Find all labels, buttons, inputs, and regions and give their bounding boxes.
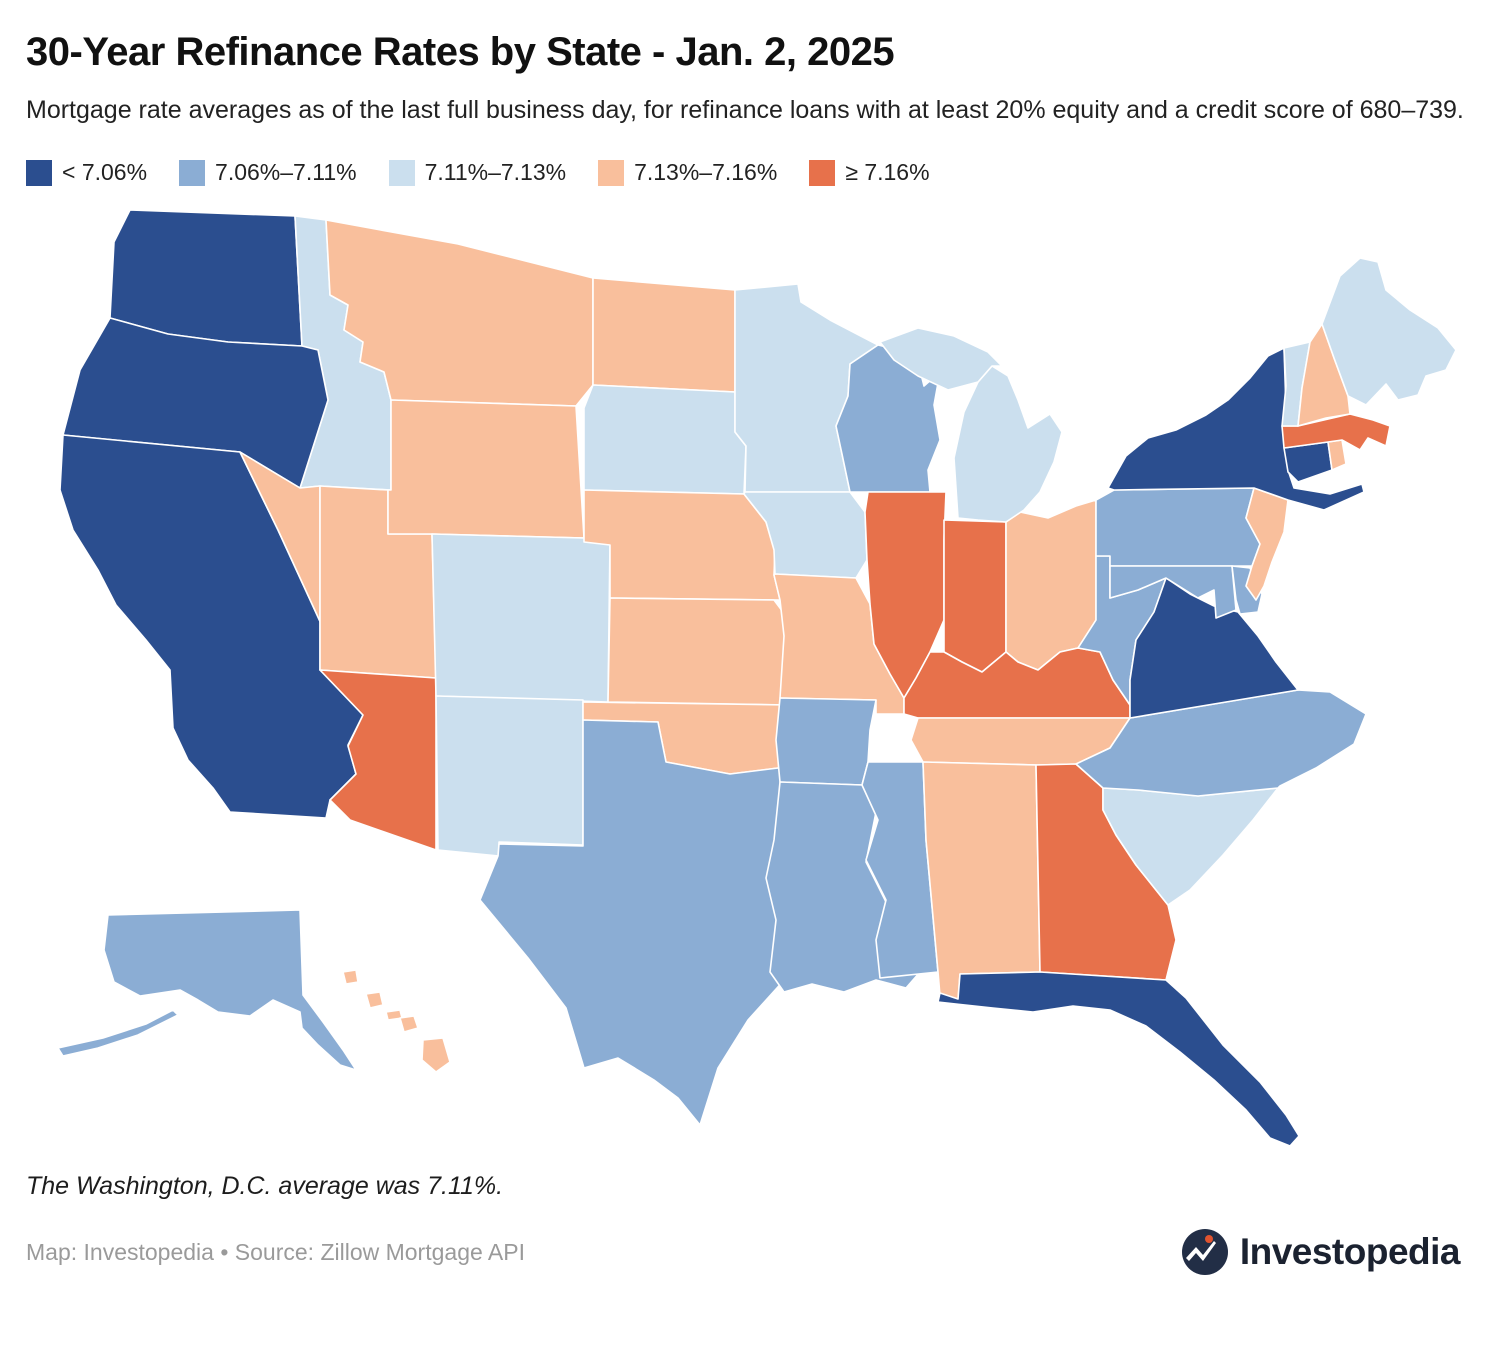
legend-label: < 7.06% [62, 159, 148, 185]
state-ND[interactable] [592, 277, 736, 393]
map-container [18, 200, 1472, 1150]
investopedia-logo-icon [1181, 1229, 1228, 1275]
legend-label: 7.13%–7.16% [634, 159, 778, 185]
legend-item-1: 7.06%–7.11% [179, 159, 357, 186]
state-NM[interactable] [435, 695, 584, 857]
state-WY[interactable] [387, 399, 585, 539]
state-MI[interactable] [953, 365, 1063, 523]
state-ME[interactable] [1321, 257, 1457, 406]
state-AK[interactable] [103, 909, 357, 1071]
legend-swatch-icon [179, 159, 206, 186]
state-CT[interactable] [1283, 441, 1333, 483]
state-FL[interactable] [937, 971, 1300, 1147]
state-HI-big-island[interactable] [421, 1037, 451, 1073]
infographic: 30-Year Refinance Rates by State - Jan. … [18, 30, 1472, 1277]
state-VA[interactable] [1129, 577, 1299, 719]
us-choropleth-map [57, 209, 1457, 1147]
state-KS[interactable] [607, 597, 793, 706]
credit-row: Map: Investopedia • Source: Zillow Mortg… [26, 1227, 1472, 1277]
legend-swatch-icon [598, 159, 625, 186]
state-SD[interactable] [583, 384, 747, 495]
dc-footnote: The Washington, D.C. average was 7.11%. [26, 1172, 504, 1200]
legend-label: 7.11%–7.13% [424, 159, 567, 185]
state-HI-kauai[interactable] [342, 969, 359, 985]
state-OR[interactable] [62, 317, 329, 489]
state-NJ[interactable] [1245, 487, 1289, 601]
chart-subtitle: Mortgage rate averages as of the last fu… [26, 96, 1464, 124]
state-CO[interactable] [431, 533, 611, 703]
state-HI-maui[interactable] [399, 1015, 419, 1033]
state-NC[interactable] [1075, 689, 1367, 797]
legend-swatch-icon [388, 159, 415, 186]
investopedia-logo-text: Investopedia [1239, 1231, 1461, 1272]
legend-item-0: < 7.06% [26, 159, 147, 186]
state-AR[interactable] [775, 697, 877, 786]
investopedia-logo: Investopedia [1180, 1227, 1461, 1277]
legend-label: 7.06%–7.11% [215, 159, 357, 185]
map-legend: < 7.06% 7.06%–7.11% 7.11%–7.13% 7.13%–7.16%… [26, 159, 1472, 186]
state-PA[interactable] [1095, 487, 1261, 567]
state-AL[interactable] [922, 761, 1041, 1003]
state-MI-upper-peninsula[interactable] [879, 327, 1003, 391]
source-credit: Map: Investopedia • Source: Zillow Mortg… [26, 1238, 525, 1265]
state-AK-aleutians[interactable] [57, 1009, 179, 1057]
state-NE[interactable] [583, 489, 781, 601]
state-RI[interactable] [1327, 439, 1347, 471]
legend-item-2: 7.11%–7.13% [388, 159, 567, 186]
legend-item-3: 7.13%–7.16% [598, 159, 777, 186]
legend-swatch-icon [26, 159, 52, 186]
state-IN[interactable] [943, 519, 1007, 673]
page-title: 30-Year Refinance Rates by State - Jan. … [26, 30, 895, 74]
legend-swatch-icon [809, 159, 836, 186]
legend-label: ≥ 7.16% [845, 159, 930, 185]
legend-item-4: ≥ 7.16% [809, 159, 930, 186]
state-HI-oahu[interactable] [365, 991, 384, 1009]
